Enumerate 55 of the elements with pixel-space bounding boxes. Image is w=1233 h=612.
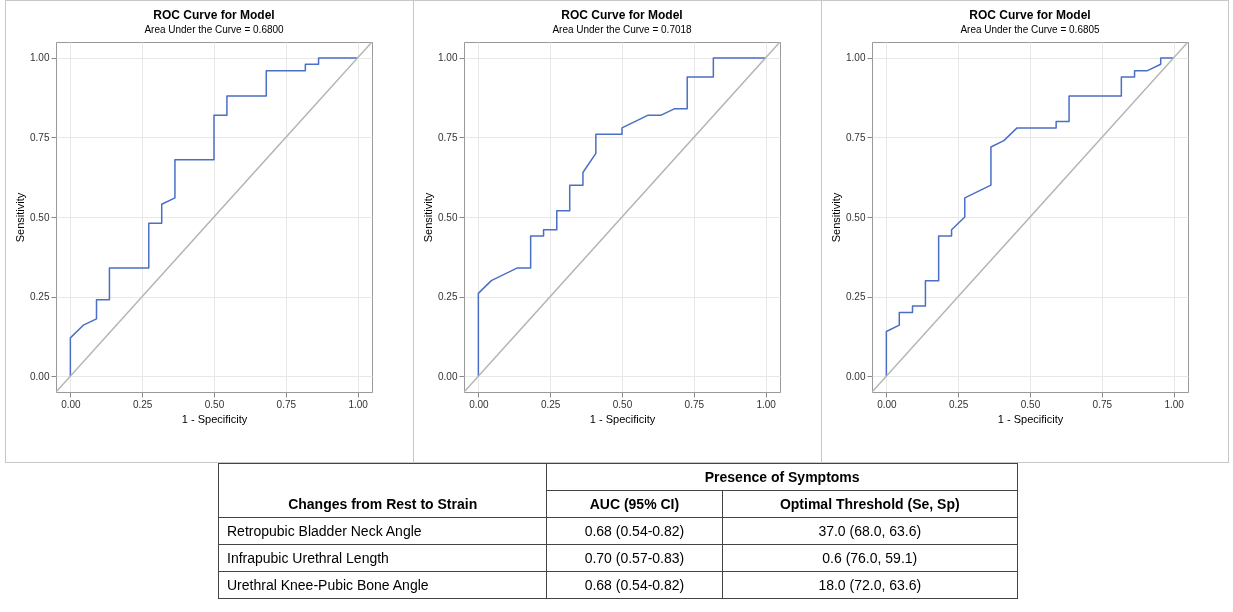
y-tick-label: 0.50	[30, 211, 50, 223]
x-tick-label: 0.25	[948, 398, 969, 410]
y-tick-label: 0.75	[438, 131, 458, 143]
y-tick-label: 1.00	[30, 52, 50, 64]
y-tick-label: 0.25	[30, 291, 50, 303]
y-axis-title: Sensitivity	[830, 192, 843, 243]
x-tick-label: 0.00	[877, 398, 898, 410]
text: Urethral Knee-Pubic Bone Angle	[218, 571, 547, 599]
text: Presence of Symptoms	[546, 463, 1018, 491]
text: 0.68 (0.54-0.82)	[546, 517, 723, 545]
chart-subtitle: Area Under the Curve = 0.7018	[552, 24, 693, 35]
y-tick-label: 0.25	[846, 291, 866, 303]
chart-title: ROC Curve for Model	[153, 8, 275, 22]
y-tick-label: 0.50	[438, 211, 458, 223]
text: 18.0 (72.0, 63.6)	[722, 571, 1018, 599]
x-tick-label: 1.00	[348, 398, 369, 410]
y-tick-label: 0.00	[30, 370, 50, 382]
text: 0.70 (0.57-0.83)	[546, 544, 723, 572]
text: 0.68 (0.54-0.82)	[546, 571, 723, 599]
y-axis-title: Sensitivity	[422, 192, 435, 243]
x-axis-title: 1 - Specificity	[997, 412, 1064, 425]
text: AUC (95% CI)	[546, 490, 723, 518]
x-axis-title: 1 - Specificity	[181, 412, 248, 425]
chart-title: ROC Curve for Model	[969, 8, 1091, 22]
text: Optimal Threshold (Se, Sp)	[722, 490, 1018, 518]
x-tick-label: 0.75	[684, 398, 705, 410]
x-tick-label: 1.00	[756, 398, 777, 410]
text: Retropubic Bladder Neck Angle	[218, 517, 547, 545]
y-tick-label: 0.75	[846, 131, 866, 143]
y-tick-label: 0.50	[846, 211, 866, 223]
x-tick-label: 0.50	[612, 398, 633, 410]
x-tick-label: 0.00	[469, 398, 490, 410]
x-axis-title: 1 - Specificity	[589, 412, 656, 425]
text: Infrapubic Urethral Length	[218, 544, 547, 572]
y-tick-label: 0.00	[438, 370, 458, 382]
chart-subtitle: Area Under the Curve = 0.6805	[960, 24, 1101, 35]
chart-title: ROC Curve for Model	[561, 8, 683, 22]
x-tick-label: 0.25	[132, 398, 153, 410]
x-tick-label: 0.75	[276, 398, 297, 410]
x-tick-label: 0.50	[204, 398, 225, 410]
x-tick-label: 0.50	[1020, 398, 1041, 410]
text: 0.6 (76.0, 59.1)	[722, 544, 1018, 572]
y-tick-label: 0.00	[846, 370, 866, 382]
y-tick-label: 1.00	[846, 52, 866, 64]
x-tick-label: 0.25	[540, 398, 561, 410]
x-tick-label: 1.00	[1164, 398, 1185, 410]
y-tick-label: 0.75	[30, 131, 50, 143]
y-tick-label: 1.00	[438, 52, 458, 64]
text: 37.0 (68.0, 63.6)	[722, 517, 1018, 545]
x-tick-label: 0.00	[61, 398, 82, 410]
text: Changes from Rest to Strain	[218, 490, 547, 518]
chart-subtitle: Area Under the Curve = 0.6800	[144, 24, 285, 35]
x-tick-label: 0.75	[1092, 398, 1113, 410]
y-tick-label: 0.25	[438, 291, 458, 303]
y-axis-title: Sensitivity	[14, 192, 27, 243]
